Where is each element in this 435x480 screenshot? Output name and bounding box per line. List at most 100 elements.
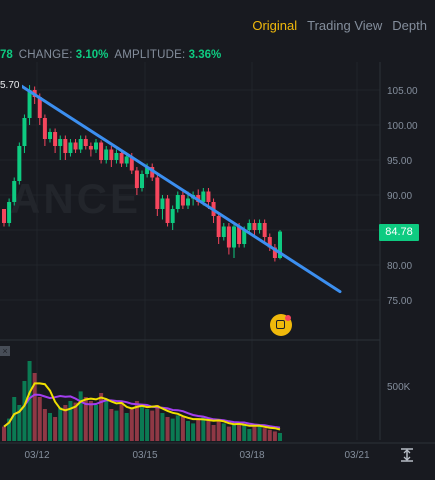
- candle-body: [155, 177, 160, 209]
- time-tick-label: 03/18: [239, 450, 264, 461]
- time-axis-labels: 03/12 03/15 03/18 03/21: [24, 450, 369, 461]
- volume-bar: [68, 401, 73, 441]
- candle-body: [104, 149, 109, 160]
- volume-bar: [104, 399, 109, 441]
- price-tick-label: 100.00: [387, 121, 418, 132]
- time-tick-label: 03/15: [132, 450, 157, 461]
- candle-body: [165, 198, 170, 223]
- amplitude-label: AMPLITUDE:: [114, 49, 186, 61]
- volume-bar: [196, 418, 201, 441]
- volume-bar: [32, 373, 37, 441]
- candle-body: [134, 170, 139, 188]
- candle-body: [242, 230, 247, 244]
- candle-body: [53, 132, 58, 146]
- volume-bar: [242, 425, 247, 441]
- volume-bar: [221, 423, 226, 441]
- candle-body: [140, 174, 144, 188]
- candle-body: [237, 226, 242, 244]
- scale-icon[interactable]: [400, 448, 414, 462]
- price-tick-label: 80.00: [387, 261, 412, 272]
- candle-body: [27, 90, 32, 118]
- candle-body: [124, 156, 129, 164]
- volume-bar: [12, 397, 17, 441]
- candle-body: [267, 237, 272, 248]
- candle-body: [252, 223, 257, 230]
- candle-body: [129, 156, 134, 171]
- volume-bar: [145, 409, 150, 441]
- volume-bar: [109, 409, 114, 441]
- volume-bar: [175, 415, 180, 441]
- volume-bar: [150, 410, 155, 441]
- chart-grid: [0, 62, 380, 440]
- candle-body: [2, 209, 6, 223]
- candle-body: [160, 198, 165, 209]
- volume-bar: [272, 431, 277, 441]
- collapse-icon[interactable]: ×: [0, 346, 10, 356]
- candle-body: [12, 181, 17, 202]
- change-value: 3.10%: [75, 49, 109, 61]
- candle-body: [226, 226, 231, 248]
- volume-bar: [114, 410, 119, 441]
- volume-bar: [216, 421, 221, 441]
- volume-bar: [124, 413, 129, 441]
- candle-body: [175, 195, 180, 209]
- volume-bar: [37, 397, 42, 441]
- amplitude-value: 3.36%: [188, 49, 222, 61]
- candle-body: [7, 202, 12, 223]
- volume-bar: [42, 409, 47, 441]
- volume-bar: [129, 407, 134, 441]
- candle-body: [278, 231, 282, 258]
- volume-bar: [88, 401, 93, 441]
- tab-depth[interactable]: Depth: [392, 18, 427, 33]
- volume-bar: [201, 417, 206, 441]
- volume-series: [2, 361, 282, 441]
- candle-body: [247, 223, 252, 230]
- candle-body: [272, 247, 277, 258]
- candle-body: [58, 139, 63, 146]
- candle-body: [42, 118, 47, 139]
- candle-body: [99, 142, 104, 160]
- candle-body: [119, 153, 124, 164]
- price-tick-label: 90.00: [387, 191, 412, 202]
- tab-trading-view[interactable]: Trading View: [307, 18, 383, 33]
- candle-body: [88, 146, 93, 150]
- candle-body: [232, 226, 236, 248]
- volume-bar: [226, 426, 231, 441]
- trendline[interactable]: [18, 83, 342, 294]
- volume-bar: [267, 429, 272, 441]
- candle-body: [170, 209, 175, 223]
- volume-bar: [17, 405, 22, 441]
- volume-bar: [186, 421, 190, 441]
- volume-bar: [206, 420, 211, 441]
- volume-bar: [247, 429, 252, 441]
- volume-bar: [22, 381, 27, 441]
- volume-bar: [99, 393, 104, 441]
- volume-ma-line-slow: [3, 393, 281, 429]
- volume-bar: [262, 428, 267, 441]
- tab-original[interactable]: Original: [252, 18, 298, 33]
- candle-body: [216, 216, 221, 237]
- volume-bar: [165, 417, 170, 441]
- candle-body: [68, 142, 73, 153]
- price-tick-label: 75.00: [387, 296, 412, 307]
- volume-bar: [134, 401, 139, 441]
- candle-body: [94, 142, 98, 150]
- volume-bar: [252, 426, 257, 441]
- volume-bar: [232, 425, 236, 441]
- candle-body: [145, 167, 150, 174]
- candle-body: [63, 139, 68, 153]
- cursor-tool-icon[interactable]: [270, 314, 292, 336]
- watermark: ANCE: [10, 175, 141, 222]
- candle-body: [83, 139, 88, 146]
- candle-body: [221, 226, 226, 237]
- candle-body: [109, 149, 114, 160]
- volume-bar: [191, 423, 196, 441]
- volume-bar: [83, 397, 88, 441]
- volume-bar: [58, 407, 63, 441]
- time-tick-label: 03/12: [24, 450, 49, 461]
- high-price-label: 5.70: [0, 79, 23, 92]
- volume-bar: [7, 418, 12, 441]
- volume-bar: [94, 405, 98, 441]
